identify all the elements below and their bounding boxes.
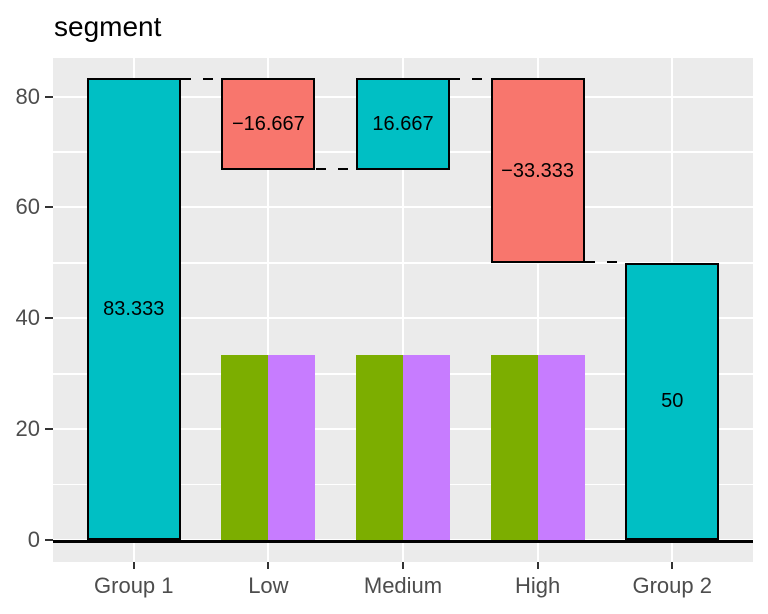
x-axis-tick-low <box>267 562 270 569</box>
x-axis-tick-group-1 <box>132 562 135 569</box>
y-axis-label-40: 40 <box>15 305 40 331</box>
waterfall-bar-group-2 <box>625 262 720 540</box>
axis-line-x <box>53 539 753 543</box>
bar-value-label-medium: 16.667 <box>372 113 434 136</box>
x-axis-label-low: Low <box>248 573 289 598</box>
y-axis-tick-40 <box>45 317 53 320</box>
x-axis-label-medium: Medium <box>363 573 443 598</box>
bar-value-label-high: −33.333 <box>501 159 575 182</box>
waterfall-bar-group-1 <box>86 78 181 540</box>
y-axis-tick-20 <box>45 428 53 431</box>
y-axis-tick-0 <box>45 539 53 541</box>
plot-title: segment <box>54 11 162 42</box>
x-axis-label-group-1: Group 1 <box>94 573 174 598</box>
dodged-bar-purple-high <box>537 355 585 540</box>
y-axis-tick-80 <box>45 95 53 98</box>
waterfall-bar-high <box>490 78 585 263</box>
dodged-bar-green-low <box>221 355 269 540</box>
waterfall-bar-medium <box>355 78 451 171</box>
y-axis-label-0: 0 <box>27 527 40 552</box>
connector-high-to-group-2 <box>584 260 626 263</box>
plot-panel: 83.333 −16.667 16.667 −33.333 50 <box>53 58 753 562</box>
y-axis-tick-60 <box>45 206 53 209</box>
waterfall-bar-low <box>221 78 316 171</box>
x-axis-label-group-2: Group 2 <box>632 573 712 598</box>
bar-value-label-low: −16.667 <box>231 113 305 136</box>
x-axis-tick-medium <box>402 562 404 569</box>
dodged-bar-purple-medium <box>403 355 451 540</box>
dodged-bar-green-high <box>490 355 538 540</box>
y-axis-label-80: 80 <box>15 83 40 109</box>
gridline-vertical-medium <box>402 58 404 562</box>
gridline-vertical-low <box>267 58 270 562</box>
y-axis-label-60: 60 <box>15 194 40 220</box>
y-axis-label-20: 20 <box>15 416 40 442</box>
connector-group-1-to-low <box>180 78 222 81</box>
bar-value-label-group-2: 50 <box>661 390 684 413</box>
x-axis-tick-group-2 <box>671 562 674 569</box>
connector-low-to-medium <box>315 168 356 171</box>
bar-value-label-group-1: 83.333 <box>103 298 165 321</box>
dodged-bar-green-medium <box>355 355 403 540</box>
dodged-bar-purple-low <box>268 355 316 540</box>
x-axis-label-high: High <box>514 573 561 598</box>
gridline-vertical-high <box>536 58 539 562</box>
x-axis-tick-high <box>536 562 539 569</box>
connector-medium-to-high <box>450 78 491 81</box>
